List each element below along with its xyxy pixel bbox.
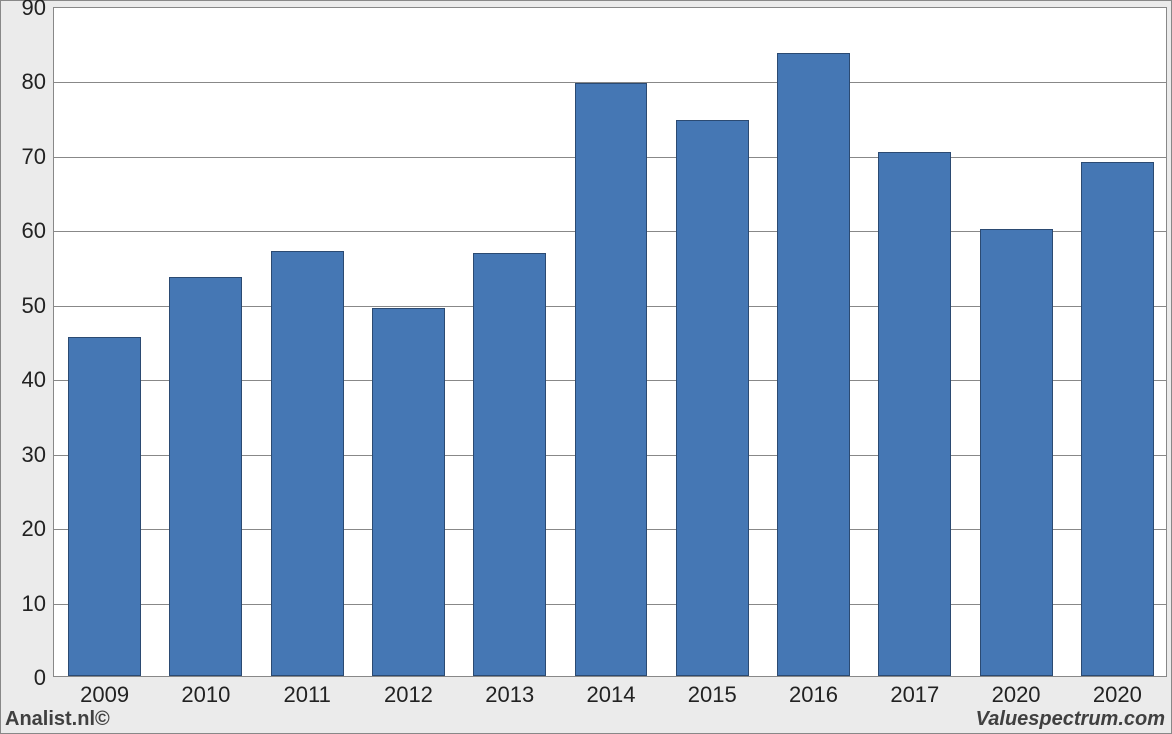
bar (878, 152, 951, 676)
footer-left-text: Analist.nl© (5, 708, 110, 731)
y-tick-label: 80 (22, 69, 46, 95)
bar (676, 120, 749, 676)
chart-container: 0 10 20 30 40 50 60 70 80 90 2009 2010 2011 2012 2013 2… (0, 0, 1172, 734)
x-tick-label: 2015 (688, 682, 737, 708)
y-tick-label: 70 (22, 144, 46, 170)
bar (575, 83, 648, 676)
y-tick-label: 10 (22, 591, 46, 617)
x-tick-label: 2020 (992, 682, 1041, 708)
x-tick-label: 2016 (789, 682, 838, 708)
bar (68, 337, 141, 676)
bar (271, 251, 344, 676)
y-tick-label: 20 (22, 516, 46, 542)
bar (777, 53, 850, 676)
y-tick-label: 60 (22, 218, 46, 244)
x-tick-label: 2020 (1093, 682, 1142, 708)
bar (372, 308, 445, 676)
bar (169, 277, 242, 676)
y-tick-label: 90 (22, 0, 46, 21)
y-tick-label: 50 (22, 293, 46, 319)
x-tick-label: 2010 (181, 682, 230, 708)
x-tick-label: 2011 (284, 682, 331, 708)
y-tick-label: 0 (34, 665, 46, 691)
bar (473, 253, 546, 676)
x-tick-label: 2012 (384, 682, 433, 708)
x-tick-label: 2014 (587, 682, 636, 708)
plot-area: 0102030405060708090200920102011201220132… (53, 7, 1167, 677)
bar (1081, 162, 1154, 676)
y-tick-label: 40 (22, 367, 46, 393)
x-tick-label: 2009 (80, 682, 129, 708)
x-tick-label: 2017 (890, 682, 939, 708)
bar (980, 229, 1053, 676)
y-tick-label: 30 (22, 442, 46, 468)
x-tick-label: 2013 (485, 682, 534, 708)
footer-right-text: Valuespectrum.com (976, 708, 1165, 731)
